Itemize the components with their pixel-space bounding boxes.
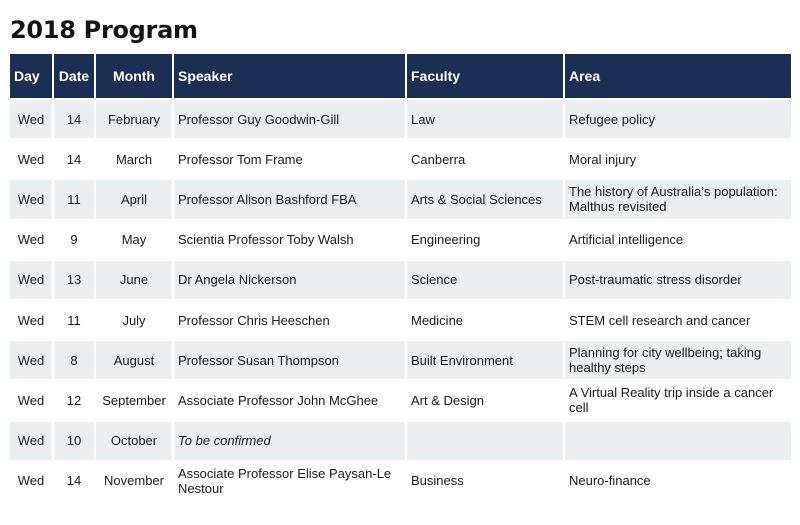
cell-day: Wed — [10, 421, 52, 460]
cell-speaker: To be confirmed — [174, 421, 405, 460]
table-row: Wed 11 July Professor Chris Heeschen Med… — [10, 300, 791, 340]
table-row: Wed 14 February Professor Guy Goodwin-Gi… — [10, 100, 791, 139]
cell-day: Wed — [10, 180, 52, 219]
cell-speaker: Associate Professor Elise Paysan-Le Nest… — [174, 461, 405, 500]
program-table: Day Date Month Speaker Faculty Area Wed … — [8, 52, 793, 502]
column-header-area: Area — [565, 54, 791, 98]
cell-faculty: Art & Design — [407, 381, 563, 420]
table-row: Wed 13 June Dr Angela Nickerson Science … — [10, 260, 791, 299]
table-row: Wed 14 November Associate Professor Elis… — [10, 461, 791, 500]
cell-area — [565, 421, 791, 460]
cell-month: November — [96, 461, 172, 500]
table-row: Wed 9 May Scientia Professor Toby Walsh … — [10, 220, 791, 259]
cell-date: 14 — [54, 100, 94, 139]
table-row: Wed 14 March Professor Tom Frame Canberr… — [10, 140, 791, 179]
cell-month: April — [96, 180, 172, 219]
cell-month: March — [96, 140, 172, 179]
cell-area: Planning for city wellbeing; taking heal… — [565, 341, 791, 380]
table-row: Wed 10 October To be confirmed — [10, 421, 791, 460]
cell-day: Wed — [10, 341, 52, 380]
cell-speaker: Professor Chris Heeschen — [174, 300, 405, 340]
cell-faculty: Science — [407, 260, 563, 299]
cell-month: October — [96, 421, 172, 460]
cell-faculty: Law — [407, 100, 563, 139]
column-header-day: Day — [10, 54, 52, 98]
cell-month: August — [96, 341, 172, 380]
cell-area: Moral injury — [565, 140, 791, 179]
cell-date: 12 — [54, 381, 94, 420]
cell-area: The history of Australia’s population: M… — [565, 180, 791, 219]
table-row: Wed 12 September Associate Professor Joh… — [10, 381, 791, 420]
cell-faculty: Business — [407, 461, 563, 500]
cell-date: 14 — [54, 461, 94, 500]
cell-date: 10 — [54, 421, 94, 460]
cell-area: Neuro-finance — [565, 461, 791, 500]
table-row: Wed 8 August Professor Susan Thompson Bu… — [10, 341, 791, 380]
table-header-row: Day Date Month Speaker Faculty Area — [10, 54, 791, 98]
column-header-month: Month — [96, 54, 172, 98]
cell-area: STEM cell research and cancer — [565, 300, 791, 340]
cell-area: Refugee policy — [565, 100, 791, 139]
cell-speaker: Professor Tom Frame — [174, 140, 405, 179]
cell-date: 11 — [54, 300, 94, 340]
cell-day: Wed — [10, 260, 52, 299]
column-header-faculty: Faculty — [407, 54, 563, 98]
cell-speaker: Associate Professor John McGhee — [174, 381, 405, 420]
cell-day: Wed — [10, 300, 52, 340]
cell-day: Wed — [10, 381, 52, 420]
cell-area: A Virtual Reality trip inside a cancer c… — [565, 381, 791, 420]
cell-faculty: Medicine — [407, 300, 563, 340]
column-header-date: Date — [54, 54, 94, 98]
cell-date: 14 — [54, 140, 94, 179]
cell-faculty: Engineering — [407, 220, 563, 259]
cell-date: 13 — [54, 260, 94, 299]
table-row: Wed 11 April Professor Alison Bashford F… — [10, 180, 791, 219]
cell-speaker: Professor Alison Bashford FBA — [174, 180, 405, 219]
cell-month: September — [96, 381, 172, 420]
cell-faculty: Arts & Social Sciences — [407, 180, 563, 219]
cell-speaker: Dr Angela Nickerson — [174, 260, 405, 299]
cell-speaker: Professor Susan Thompson — [174, 341, 405, 380]
cell-faculty: Canberra — [407, 140, 563, 179]
cell-faculty: Built Environment — [407, 341, 563, 380]
cell-date: 9 — [54, 220, 94, 259]
cell-faculty — [407, 421, 563, 460]
cell-speaker: Scientia Professor Toby Walsh — [174, 220, 405, 259]
cell-area: Post-traumatic stress disorder — [565, 260, 791, 299]
cell-day: Wed — [10, 220, 52, 259]
cell-date: 8 — [54, 341, 94, 380]
column-header-speaker: Speaker — [174, 54, 405, 98]
cell-speaker: Professor Guy Goodwin-Gill — [174, 100, 405, 139]
cell-day: Wed — [10, 140, 52, 179]
cell-day: Wed — [10, 461, 52, 500]
cell-month: February — [96, 100, 172, 139]
cell-day: Wed — [10, 100, 52, 139]
cell-month: July — [96, 300, 172, 340]
cell-month: May — [96, 220, 172, 259]
cell-month: June — [96, 260, 172, 299]
cell-area: Artificial intelligence — [565, 220, 791, 259]
cell-date: 11 — [54, 180, 94, 219]
page-title: 2018 Program — [10, 16, 198, 44]
